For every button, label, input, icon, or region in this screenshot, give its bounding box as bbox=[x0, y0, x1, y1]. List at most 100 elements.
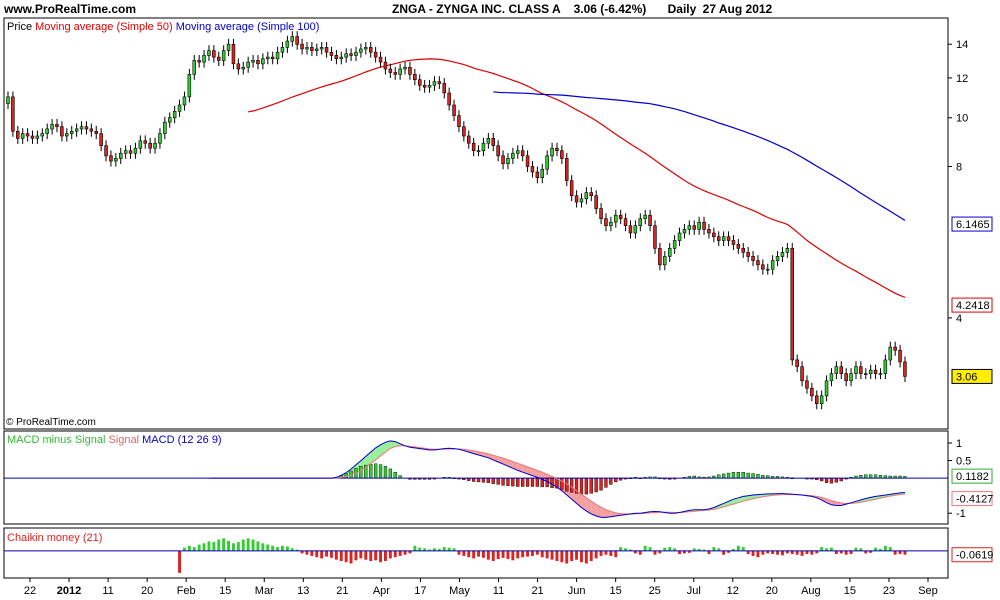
candle bbox=[133, 142, 138, 159]
candle bbox=[442, 78, 446, 99]
candle-body bbox=[545, 155, 549, 170]
candle-body bbox=[265, 56, 270, 60]
candle-body bbox=[579, 198, 584, 203]
period: Daily bbox=[667, 2, 697, 16]
price-panel-frame bbox=[3, 17, 949, 430]
candle bbox=[270, 51, 275, 65]
macd-hist-bar bbox=[359, 466, 363, 479]
candle-body bbox=[721, 236, 726, 241]
date-tick-label: 20 bbox=[766, 585, 778, 597]
candle bbox=[300, 38, 304, 55]
candle bbox=[256, 55, 260, 70]
date-tick-label: 23 bbox=[883, 585, 895, 597]
macd-hist-bar bbox=[741, 472, 745, 479]
candle-body bbox=[60, 126, 64, 137]
candle bbox=[310, 41, 314, 57]
candle-body bbox=[893, 346, 897, 351]
candle-body bbox=[270, 56, 275, 60]
candle bbox=[775, 251, 780, 267]
chaikin-bar bbox=[241, 539, 245, 551]
candle-body bbox=[432, 81, 437, 86]
date-tick-label: 21 bbox=[531, 585, 543, 597]
candle-body bbox=[45, 128, 49, 134]
chaikin-bar bbox=[222, 538, 226, 551]
candle-body bbox=[574, 195, 579, 203]
macd-band bbox=[537, 470, 543, 480]
candle bbox=[212, 45, 216, 63]
date-tick-label: 22 bbox=[24, 585, 36, 597]
date-tick-label: 12 bbox=[727, 585, 739, 597]
candle bbox=[251, 55, 255, 68]
chaikin-bar bbox=[668, 547, 672, 551]
price-tick-label: 8 bbox=[956, 161, 962, 173]
chaikin-bar bbox=[820, 547, 824, 551]
chaikin-bar bbox=[599, 550, 603, 556]
legend-macd: MACD (12 26 9) bbox=[142, 434, 222, 446]
chaikin-bar bbox=[879, 549, 882, 551]
candle-body bbox=[873, 369, 878, 374]
candle-body bbox=[50, 124, 54, 130]
chaikin-bar bbox=[388, 550, 392, 559]
candle bbox=[89, 123, 94, 137]
candle-body bbox=[751, 256, 755, 261]
chaikin-bar bbox=[339, 550, 343, 561]
candle bbox=[849, 368, 853, 387]
candle bbox=[138, 135, 143, 154]
macd-hist-bar bbox=[584, 477, 589, 495]
macd-hist-bar bbox=[393, 472, 397, 479]
macd-hist-last-value: 0.1182 bbox=[956, 471, 989, 483]
chaikin-bar bbox=[550, 550, 554, 560]
candle-body bbox=[643, 214, 647, 219]
chaikin-bar bbox=[619, 547, 623, 551]
chaikin-bar bbox=[433, 548, 436, 551]
candle-body bbox=[535, 171, 540, 178]
candle-body bbox=[457, 115, 461, 127]
chaikin-bar bbox=[565, 550, 569, 564]
candle bbox=[805, 375, 809, 394]
candle bbox=[25, 128, 30, 142]
candle-body bbox=[217, 56, 221, 61]
candle bbox=[878, 368, 883, 380]
macd-hist-bar bbox=[481, 477, 486, 483]
price-tick-label: 14 bbox=[956, 39, 968, 51]
chaikin-bar bbox=[285, 546, 289, 551]
chaikin-bar bbox=[589, 550, 593, 561]
candle bbox=[476, 145, 481, 157]
candle bbox=[398, 63, 402, 80]
chaikin-bar bbox=[349, 550, 353, 564]
candle-body bbox=[805, 380, 809, 389]
candle-body bbox=[359, 48, 363, 53]
site-url[interactable]: www.ProRealTime.com bbox=[4, 2, 137, 16]
date-tick-label: 15 bbox=[610, 585, 622, 597]
candle bbox=[702, 216, 706, 235]
date-tick-label: 21 bbox=[336, 585, 348, 597]
candle bbox=[383, 56, 388, 75]
candle bbox=[589, 187, 593, 202]
watermark: © ProRealTime.com bbox=[6, 417, 96, 428]
candle bbox=[658, 242, 662, 271]
candle-body bbox=[859, 366, 863, 374]
candle bbox=[148, 137, 152, 154]
candle-body bbox=[128, 150, 133, 154]
chaikin-bar bbox=[207, 541, 211, 551]
candle bbox=[790, 242, 794, 366]
candle bbox=[868, 364, 873, 380]
candle-body bbox=[506, 158, 510, 164]
legend-ma50: Moving average (Simple 50) bbox=[35, 21, 173, 33]
candle-body bbox=[496, 145, 500, 157]
chaikin-bar bbox=[604, 550, 608, 555]
chaikin-bar bbox=[334, 550, 338, 560]
candle bbox=[432, 76, 437, 91]
candle bbox=[388, 63, 393, 79]
candle-body bbox=[525, 155, 530, 167]
macd-band bbox=[601, 507, 606, 518]
candle-body bbox=[231, 43, 236, 65]
candle-body bbox=[633, 225, 638, 234]
candle bbox=[687, 220, 692, 235]
macd-band bbox=[606, 509, 611, 518]
macd-last-value-box bbox=[951, 491, 993, 507]
ma100-last-value-box bbox=[951, 216, 993, 232]
chaikin-bar bbox=[776, 550, 779, 555]
price-tick-label: 4 bbox=[956, 313, 962, 325]
candle bbox=[550, 142, 554, 162]
